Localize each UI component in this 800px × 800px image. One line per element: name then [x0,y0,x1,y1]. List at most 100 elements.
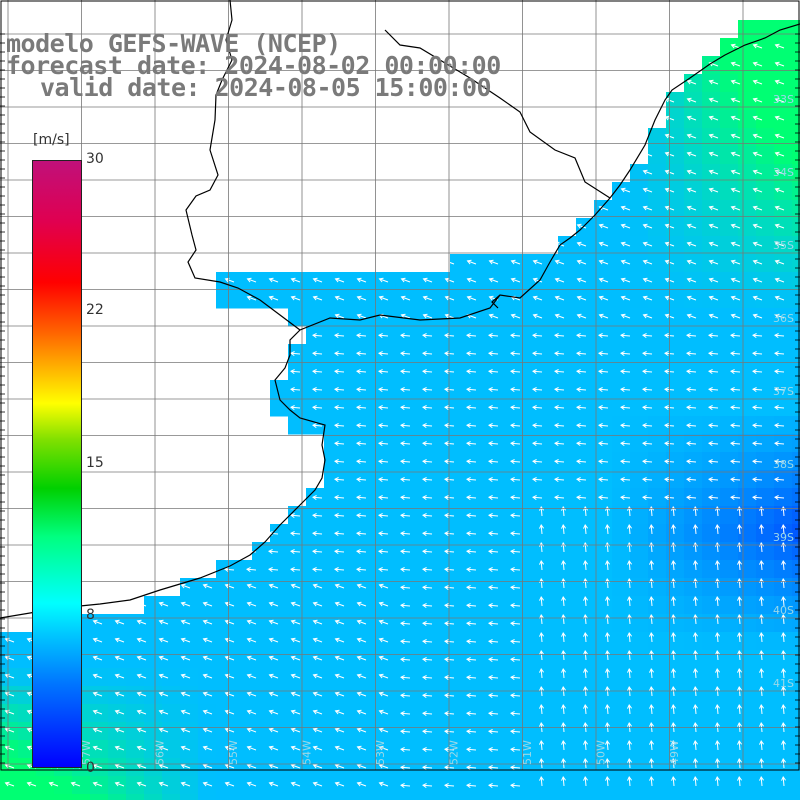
wind-speed-cell [486,434,505,453]
wind-speed-cell [756,668,775,687]
wind-arrow-head [114,763,120,769]
model-title: modelo GEFS-WAVE (NCEP) [6,29,341,58]
wind-arrow-head [246,549,251,555]
wind-arrow [628,776,631,787]
wind-speed-cell [252,704,271,723]
wind-speed-cell [576,380,595,399]
wind-speed-cell [540,704,559,723]
wind-arrow-head [422,621,427,627]
wind-speed-cell [198,596,217,615]
colorbar-gradient [32,160,82,768]
wind-speed-cell [576,632,595,651]
wind-arrow-head [752,477,757,483]
wind-arrow [650,578,653,589]
wind-arrow-head [620,313,626,319]
wind-arrow-head [715,524,721,529]
wind-arrow-head [466,295,472,301]
wind-arrow-head [583,650,589,655]
longitude-label: 49W [668,740,681,765]
wind-arrow-head [598,441,603,447]
wind-arrow [576,406,587,409]
wind-arrow [775,206,785,211]
wind-speed-cell [648,200,667,219]
wind-speed-cell [756,362,775,381]
wind-arrow [225,692,235,697]
wind-arrow-head [444,567,449,573]
wind-arrow [606,650,609,661]
wind-arrow-head [136,745,142,751]
wind-speed-cell [360,632,379,651]
wind-speed-cell [684,776,703,795]
wind-arrow-head [290,549,295,555]
wind-arrow-head [686,441,691,447]
wind-arrow-head [466,693,471,699]
wind-arrow [694,704,697,715]
wind-arrow-head [92,727,98,733]
wind-speed-cell [522,254,541,273]
wind-arrow-head [561,650,567,655]
wind-arrow-head [422,441,427,447]
wind-arrow [488,640,499,643]
wind-speed-cell [684,722,703,741]
wind-arrow-head [268,295,274,301]
wind-speed-cell [0,668,19,687]
wind-arrow-head [576,333,581,339]
wind-arrow-head [356,259,362,265]
wind-speed-cell [288,794,307,800]
wind-arrow-head [781,650,787,655]
wind-arrow [782,542,785,553]
wind-arrow-head [378,691,384,697]
wind-speed-cell [486,668,505,687]
wind-arrow-head [642,351,647,357]
wind-arrow-head [649,560,655,565]
wind-arrow [378,334,389,337]
wind-arrow [291,692,301,697]
wind-arrow-head [576,295,582,301]
wind-speed-cell [648,380,667,399]
latitude-label: 40S [773,604,794,617]
wind-arrow [401,278,411,283]
wind-arrow [672,758,675,769]
wind-arrow [730,334,741,337]
wind-speed-cell [774,740,793,759]
wind-arrow-head [246,691,252,697]
wind-arrow-head [378,583,384,589]
wind-arrow-head [759,704,765,709]
wind-arrow-head [378,655,384,661]
wind-arrow [444,460,455,463]
wind-arrow-head [180,655,186,661]
wind-arrow [730,460,741,463]
wind-arrow [269,638,279,643]
wind-speed-cell [198,794,217,800]
wind-arrow-head [708,477,713,483]
wind-arrow-head [422,333,427,339]
wind-arrow [782,650,785,661]
wind-speed-cell [126,758,145,777]
wind-arrow-head [400,693,405,699]
wind-arrow [312,568,323,571]
wind-speed-cell [522,524,541,543]
wind-speed-cell [468,326,487,345]
wind-arrow [687,80,697,85]
wind-arrow-head [510,387,515,393]
wind-speed-cell [594,650,613,669]
wind-speed-cell [774,560,793,579]
wind-speed-cell [558,740,577,759]
wind-speed-cell [324,416,343,435]
wind-arrow-head [422,567,427,573]
wind-speed-cell [0,686,19,705]
wind-arrow-head [664,115,670,121]
wind-speed-cell [486,506,505,525]
wind-arrow [540,560,543,571]
wind-arrow-head [290,387,295,393]
wind-arrow [356,442,367,445]
wind-speed-cell [756,236,775,255]
wind-arrow-head [422,603,427,609]
wind-speed-cell [324,758,343,777]
wind-arrow-head [627,560,633,565]
wind-arrow-head [114,601,120,607]
wind-speed-cell [522,614,541,633]
wind-speed-cell [630,380,649,399]
wind-arrow-head [312,601,318,607]
wind-arrow-head [356,727,362,733]
